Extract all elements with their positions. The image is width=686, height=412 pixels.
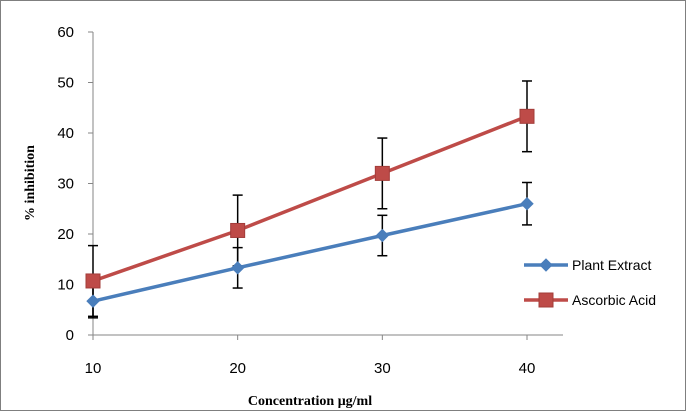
x-tick-label: 30 xyxy=(374,360,391,377)
data-point xyxy=(85,273,101,289)
y-tick-label: 40 xyxy=(57,125,74,142)
y-tick-label: 0 xyxy=(66,327,74,344)
series-lines xyxy=(92,114,528,303)
data-point xyxy=(86,294,100,308)
series-line-2 xyxy=(92,114,528,283)
legend: Plant Extract Ascorbic Acid xyxy=(524,257,656,308)
x-tick-label: 20 xyxy=(229,360,246,377)
data-point xyxy=(230,222,246,238)
series-markers xyxy=(85,108,535,308)
error-bars xyxy=(88,80,532,319)
legend-marker xyxy=(538,292,554,308)
data-point xyxy=(520,196,534,211)
x-tick-label: 40 xyxy=(519,360,536,377)
y-tick-label: 50 xyxy=(57,75,74,92)
tick-labels: 0 10 20 30 40 50 60 10 20 30 40 xyxy=(57,24,535,377)
data-point xyxy=(375,228,390,243)
y-tick-label: 30 xyxy=(57,176,74,193)
legend-marker xyxy=(539,258,553,272)
x-axis-title: Concentration μg/ml xyxy=(248,394,372,409)
data-point xyxy=(230,261,245,275)
series-line-1 xyxy=(92,201,528,303)
x-tick-label: 10 xyxy=(85,360,102,377)
y-tick-label: 20 xyxy=(57,226,74,243)
y-tick-label: 60 xyxy=(57,24,74,41)
data-point xyxy=(519,108,535,124)
y-tick-label: 10 xyxy=(57,277,74,294)
y-axis-title: % inhibition xyxy=(23,145,38,221)
legend-label: Ascorbic Acid xyxy=(572,292,656,308)
legend-label: Plant Extract xyxy=(572,257,651,273)
axes xyxy=(88,31,563,340)
data-point xyxy=(374,165,390,181)
